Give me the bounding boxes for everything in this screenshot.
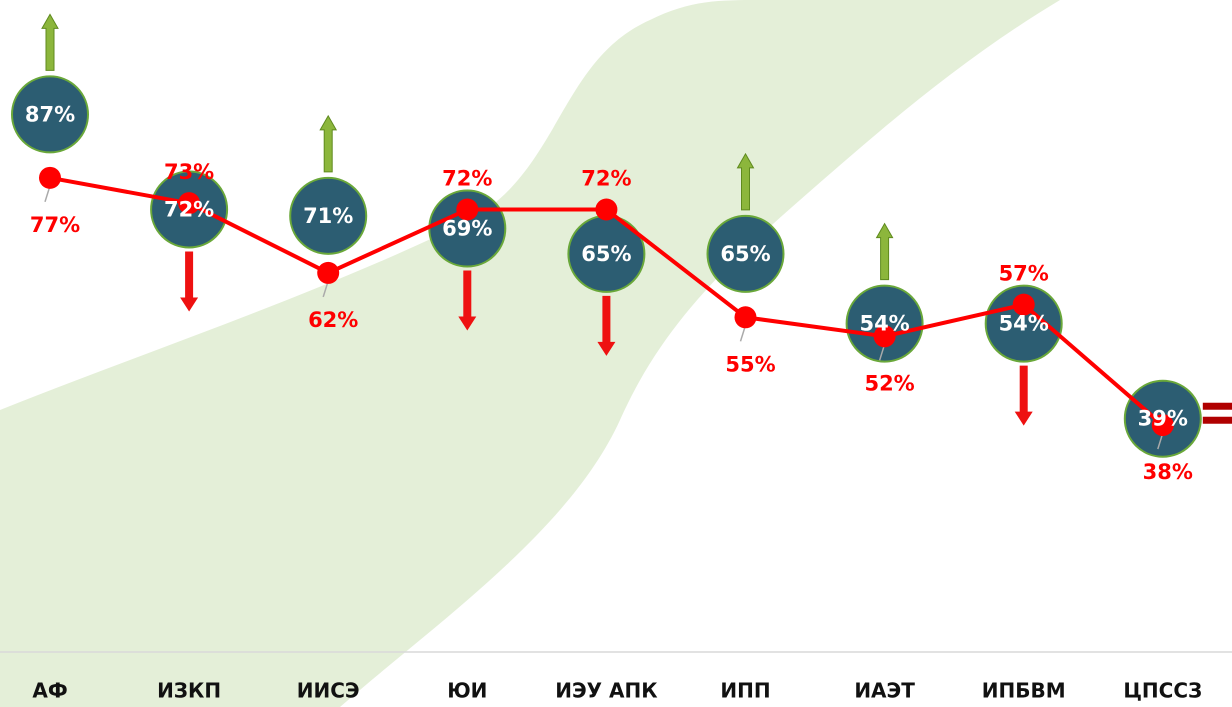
line-point: [873, 325, 896, 348]
bubble-label: 54%: [859, 312, 909, 336]
line-point: [178, 192, 201, 215]
point-label: 77%: [30, 213, 80, 237]
x-tick-label: ИПП: [720, 679, 770, 703]
bubble-label: 54%: [999, 312, 1049, 336]
x-tick-label: ИАЭТ: [854, 679, 915, 703]
point-label: 62%: [308, 308, 358, 332]
bubble-label: 39%: [1138, 407, 1188, 431]
bubble: [706, 214, 785, 293]
trend-down-arrow: [1014, 365, 1033, 426]
x-tick-label: ИЗКП: [157, 679, 221, 703]
x-tick-label: ИЭУ АПК: [555, 679, 658, 703]
point-label: 72%: [581, 167, 631, 191]
point-label: 57%: [999, 262, 1049, 286]
bubble-label: 72%: [164, 198, 214, 222]
bubble-label: 71%: [303, 204, 353, 228]
trend-equal: [1202, 402, 1232, 410]
bubble: [289, 176, 368, 255]
point-label: 73%: [164, 160, 214, 184]
background-shape: [0, 0, 1060, 707]
bubble: [984, 284, 1063, 363]
plot: АФ ИЗКП ИИСЭ ЮИ ИЭУ АПК ИПП ИАЭТ ИПБВМ ЦПССЗ 87% 7…: [11, 13, 1232, 703]
x-tick-label: ЮИ: [447, 679, 487, 703]
trend-down-arrow: [458, 270, 477, 331]
trend-up-arrow: [875, 222, 894, 281]
point-label: 52%: [864, 371, 914, 395]
line-point: [317, 261, 340, 284]
trend-down-arrow: [597, 295, 616, 356]
bubble-label: 65%: [581, 242, 631, 266]
x-tick-label: ИИСЭ: [297, 679, 360, 703]
line-point: [1151, 414, 1174, 437]
point-label: 55%: [725, 352, 775, 376]
trend-down-arrow: [180, 251, 199, 312]
x-tick-label: АФ: [32, 679, 67, 703]
trend-up-arrow: [736, 152, 755, 211]
bubble-label: 69%: [442, 217, 492, 241]
bubble: [845, 284, 924, 363]
line-point: [734, 306, 757, 329]
line-point: [39, 166, 61, 189]
x-tick-label: ЦПССЗ: [1123, 679, 1202, 703]
line-point: [595, 198, 618, 221]
bubble: [11, 75, 89, 154]
bubble-label: 87%: [25, 102, 75, 126]
point-label: 38%: [1143, 460, 1193, 484]
bubble-label: 65%: [720, 242, 770, 266]
point-label: 72%: [442, 167, 492, 191]
x-tick-label: ИПБВМ: [982, 679, 1066, 703]
trend-up-arrow: [41, 13, 59, 71]
trend-equal: [1202, 416, 1232, 424]
line-point: [1012, 293, 1035, 316]
trend-up-arrow: [319, 114, 338, 173]
line-point: [456, 198, 479, 221]
